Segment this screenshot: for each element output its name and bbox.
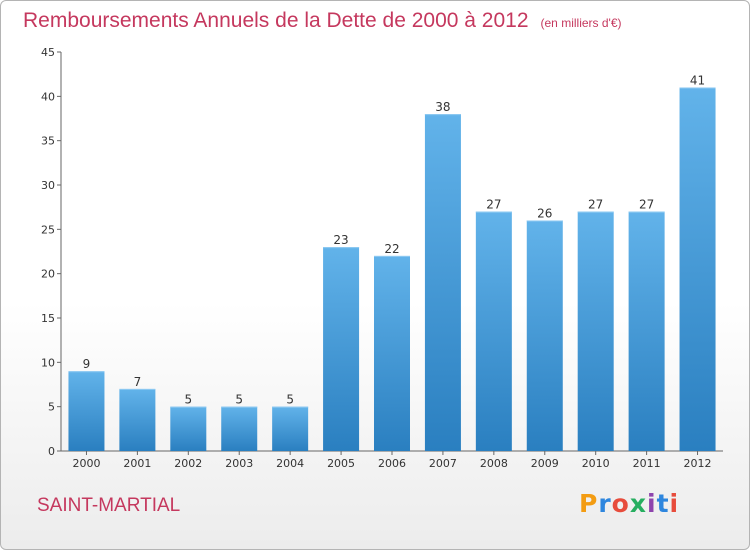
- logo-letter: P: [579, 489, 599, 518]
- bar: [628, 211, 665, 451]
- data-label: 26: [537, 206, 552, 220]
- title-unit: (en milliers d'€): [540, 16, 622, 30]
- data-label: 7: [134, 375, 142, 389]
- y-tick-label: 15: [41, 312, 55, 325]
- y-tick-label: 30: [41, 179, 55, 192]
- y-tick-label: 20: [41, 268, 55, 281]
- bar: [424, 114, 461, 452]
- bars: [68, 87, 716, 452]
- bar: [68, 371, 105, 451]
- chart-title: Remboursements Annuels de la Dette de 20…: [23, 9, 622, 33]
- x-tick-label: 2002: [174, 457, 202, 470]
- logo-letter: x: [629, 489, 647, 518]
- y-tick-label: 40: [41, 90, 55, 103]
- data-label: 23: [333, 233, 348, 247]
- data-label: 41: [690, 73, 705, 87]
- bar: [679, 87, 716, 451]
- data-label: 5: [286, 393, 294, 407]
- bar: [221, 406, 258, 451]
- x-tick-label: 2011: [633, 457, 661, 470]
- x-tick-label: 2009: [531, 457, 559, 470]
- bar: [272, 406, 309, 451]
- bar: [119, 388, 156, 451]
- bar: [577, 211, 614, 451]
- x-tick-label: 2010: [582, 457, 610, 470]
- x-tick-label: 2005: [327, 457, 355, 470]
- data-label: 38: [435, 100, 450, 114]
- y-tick-label: 35: [41, 135, 55, 148]
- logo-letter: r: [598, 489, 612, 518]
- data-label: 27: [639, 198, 654, 212]
- x-tick-label: 2006: [378, 457, 406, 470]
- logo-letter: i: [647, 489, 657, 518]
- bar: [170, 406, 207, 451]
- x-tick-label: 2012: [684, 457, 712, 470]
- proxiti-logo[interactable]: Proxiti: [579, 489, 679, 518]
- logo-letter: o: [611, 489, 630, 518]
- y-tick-label: 45: [41, 46, 55, 59]
- y-tick-label: 5: [48, 401, 55, 414]
- bar: [526, 220, 563, 451]
- bar: [475, 211, 512, 451]
- data-label: 27: [486, 198, 501, 212]
- data-label: 5: [184, 393, 192, 407]
- commune-name: SAINT-MARTIAL: [37, 495, 181, 516]
- data-label: 5: [235, 393, 243, 407]
- data-label: 27: [588, 198, 603, 212]
- logo-letter: t: [656, 489, 670, 518]
- x-tick-label: 2008: [480, 457, 508, 470]
- data-label: 22: [384, 242, 399, 256]
- x-tick-label: 2001: [123, 457, 151, 470]
- y-tick-label: 25: [41, 223, 55, 236]
- x-tick-label: 2004: [276, 457, 304, 470]
- bar: [323, 247, 360, 451]
- x-tick-label: 2007: [429, 457, 457, 470]
- y-tick-label: 0: [48, 445, 55, 458]
- y-tick-label: 10: [41, 356, 55, 369]
- x-tick-label: 2000: [72, 457, 100, 470]
- bar: [374, 255, 410, 451]
- x-tick-label: 2003: [225, 457, 253, 470]
- logo-letter: i: [669, 489, 680, 518]
- title-text: Remboursements Annuels de la Dette de 20…: [23, 9, 529, 32]
- data-label: 9: [83, 357, 91, 371]
- data-labels: 9 7 5 5 5 23 22 38 27 26 27 27 41: [83, 73, 706, 406]
